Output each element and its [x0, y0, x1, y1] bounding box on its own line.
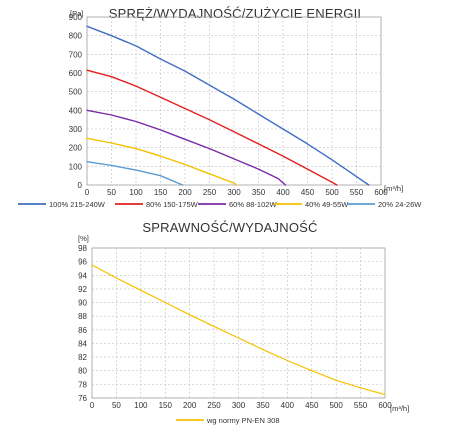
- efficiency-legend-label: wg normy PN-EN 308: [206, 416, 280, 425]
- pressure-legend-label: 60% 88-102W: [229, 200, 277, 209]
- pressure-series-line: [86, 109, 287, 186]
- pressure-y-tick-label: 800: [69, 32, 83, 41]
- efficiency-x-tick-label: 400: [281, 401, 295, 410]
- efficiency-x-tick-label: 200: [183, 401, 197, 410]
- efficiency-x-tick-label: 250: [207, 401, 221, 410]
- efficiency-chart: SPRAWNOŚĆ/WYDAJNOŚĆ [%] [m³/h] 76 78 80 82 8…: [78, 220, 409, 425]
- pressure-x-tick-label: 150: [154, 188, 168, 197]
- efficiency-y-tick-label: 94: [78, 271, 87, 280]
- efficiency-chart-title: SPRAWNOŚĆ/WYDAJNOŚĆ: [142, 220, 317, 235]
- efficiency-y-tick-label: 98: [78, 244, 87, 253]
- efficiency-y-tick-label: 92: [78, 285, 87, 294]
- efficiency-x-tick-label: 450: [305, 401, 319, 410]
- efficiency-x-tick-label: 0: [90, 401, 95, 410]
- pressure-y-tick-label: 900: [69, 13, 83, 22]
- pressure-legend-label: 40% 49-55W: [305, 200, 349, 209]
- efficiency-y-tick-label: 76: [78, 394, 87, 403]
- pressure-series-line: [86, 160, 184, 186]
- efficiency-plot-frame: [91, 247, 386, 399]
- efficiency-y-tick-label: 80: [78, 367, 87, 376]
- efficiency-x-tick-label: 300: [232, 401, 246, 410]
- efficiency-x-tick-label: 550: [354, 401, 368, 410]
- pressure-x-axis-label: [m³/h]: [384, 184, 403, 193]
- pressure-chart: SPRĘŻ/WYDAJNOŚĆ/ZUŻYCIE ENERGII [Pa] [m³…: [18, 6, 422, 209]
- efficiency-x-tick-label: 600: [378, 401, 392, 410]
- pressure-y-tick-label: 100: [69, 162, 83, 171]
- efficiency-y-tick-label: 86: [78, 326, 87, 335]
- pressure-legend-label: 80% 150-175W: [146, 200, 199, 209]
- efficiency-chart-legend: wg normy PN-EN 308: [176, 416, 280, 425]
- pressure-series-line: [86, 137, 238, 186]
- efficiency-series-line: [91, 264, 386, 396]
- efficiency-x-tick-label: 150: [159, 401, 173, 410]
- efficiency-x-tick-label: 50: [112, 401, 121, 410]
- efficiency-x-tick-label: 100: [134, 401, 148, 410]
- pressure-y-tick-label: 300: [69, 125, 83, 134]
- pressure-x-tick-label: 300: [227, 188, 241, 197]
- pressure-x-tick-label: 200: [178, 188, 192, 197]
- efficiency-y-tick-label: 96: [78, 258, 87, 267]
- efficiency-x-axis-label: [m³/h]: [390, 404, 409, 413]
- pressure-y-axis-label: [Pa]: [70, 9, 83, 18]
- efficiency-y-tick-label: 84: [78, 339, 87, 348]
- pressure-x-tick-label: 550: [350, 188, 364, 197]
- pressure-x-tick-label: 350: [252, 188, 266, 197]
- pressure-x-tick-label: 600: [374, 188, 388, 197]
- pressure-y-tick-label: 700: [69, 50, 83, 59]
- pressure-x-tick-label: 450: [301, 188, 315, 197]
- pressure-y-tick-label: 600: [69, 69, 83, 78]
- efficiency-x-tick-label: 500: [329, 401, 343, 410]
- efficiency-x-tick-label: 350: [256, 401, 270, 410]
- pressure-x-tick-label: 0: [85, 188, 90, 197]
- pressure-x-tick-label: 400: [276, 188, 290, 197]
- pressure-legend-label: 20% 24-26W: [378, 200, 422, 209]
- efficiency-y-axis-label: [%]: [78, 234, 89, 243]
- pressure-x-tick-label: 250: [203, 188, 217, 197]
- efficiency-y-tick-label: 82: [78, 353, 87, 362]
- pressure-y-tick-label: 500: [69, 88, 83, 97]
- pressure-legend-label: 100% 215-240W: [49, 200, 106, 209]
- efficiency-y-tick-label: 88: [78, 312, 87, 321]
- pressure-x-tick-label: 500: [325, 188, 339, 197]
- pressure-chart-title: SPRĘŻ/WYDAJNOŚĆ/ZUŻYCIE ENERGII: [109, 6, 362, 21]
- pressure-y-tick-label: 200: [69, 144, 83, 153]
- pressure-x-tick-label: 50: [107, 188, 116, 197]
- pressure-y-tick-label: 0: [78, 181, 83, 190]
- pressure-series-line: [86, 25, 370, 186]
- pressure-x-tick-label: 100: [129, 188, 143, 197]
- pressure-chart-legend: 100% 215-240W 80% 150-175W 60% 88-102W 40% …: [18, 200, 422, 209]
- efficiency-y-tick-label: 90: [78, 299, 87, 308]
- pressure-series-line: [86, 69, 338, 186]
- pressure-y-tick-label: 400: [69, 106, 83, 115]
- efficiency-y-tick-label: 78: [78, 380, 87, 389]
